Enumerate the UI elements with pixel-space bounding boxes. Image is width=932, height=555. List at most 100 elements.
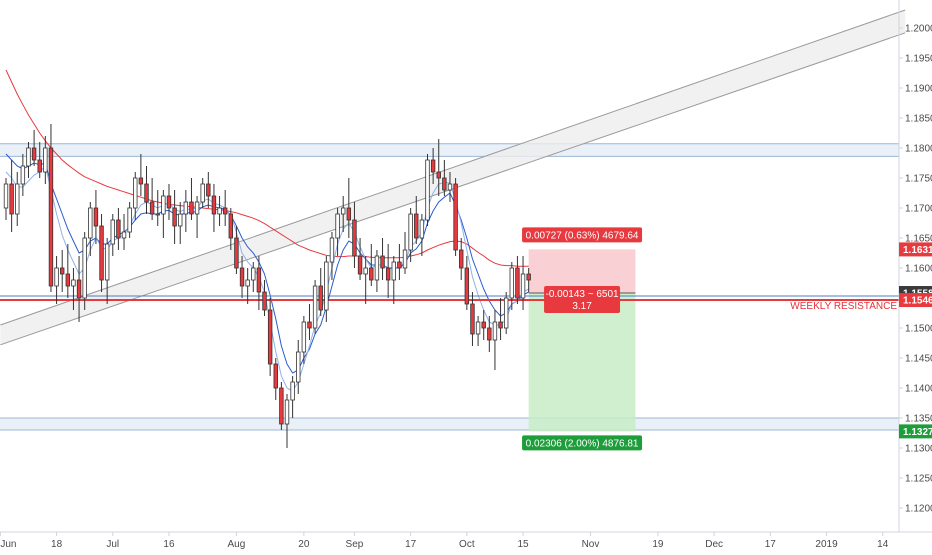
candle-body xyxy=(20,165,26,185)
candle-body xyxy=(385,267,391,281)
entry-label-line1: -0.00143 ~ 6501 xyxy=(545,289,619,300)
x-tick-label: Nov xyxy=(582,539,600,550)
candle-body xyxy=(245,279,250,287)
price-tag-label: 1.15466 xyxy=(903,296,932,307)
candle-body xyxy=(228,213,233,239)
candle-body xyxy=(318,285,323,311)
candle-body xyxy=(475,321,481,335)
target-zone xyxy=(528,293,636,432)
candle-body xyxy=(346,207,352,221)
candle-body xyxy=(222,207,228,215)
x-tick-label: Oct xyxy=(459,539,475,550)
channel-fill xyxy=(0,10,906,345)
x-tick-label: 16 xyxy=(163,539,175,550)
candle-body xyxy=(464,267,470,305)
candle-body xyxy=(487,327,492,341)
candle-body xyxy=(194,201,200,215)
candle-body xyxy=(442,177,447,191)
candle-body xyxy=(149,201,155,215)
candle-body xyxy=(459,249,464,269)
candle-body xyxy=(307,321,312,329)
candle-body xyxy=(363,267,368,275)
candle-body xyxy=(172,207,177,227)
candle-body xyxy=(436,171,441,179)
candle-body xyxy=(43,147,48,173)
y-tick-label: 1.14500 xyxy=(905,354,932,365)
target-label-box xyxy=(522,435,643,451)
x-axis-ticks[interactable]: Jun 18 Jul 16 Aug 20 Sep 17 Oct 15 Nov 19 Dec 17 2019 1… xyxy=(0,532,889,550)
candle-body xyxy=(76,279,82,299)
candle-body xyxy=(65,273,71,287)
entry-label-box xyxy=(544,286,621,314)
y-tick-label: 1.13000 xyxy=(905,444,932,455)
candle-body xyxy=(357,255,363,275)
y-tick-label: 1.17500 xyxy=(905,174,932,185)
x-tick-label: Sep xyxy=(346,539,364,550)
zone-band xyxy=(0,143,899,157)
candle-body xyxy=(335,213,340,239)
zone-band xyxy=(0,418,899,430)
y-tick-label: 1.18000 xyxy=(905,144,932,155)
candle-body xyxy=(110,219,115,245)
candle-body xyxy=(312,285,318,329)
price-tag-label: 1.13277 xyxy=(903,427,932,438)
candle-body xyxy=(419,219,425,239)
candle-body xyxy=(408,213,413,251)
candle-body xyxy=(296,351,301,383)
candle-body xyxy=(352,219,357,257)
candle-body xyxy=(256,267,262,293)
moving-average-line xyxy=(5,153,529,374)
candle-body xyxy=(453,183,458,251)
candle-body xyxy=(470,303,475,335)
x-tick-label: Jul xyxy=(106,539,119,550)
axes xyxy=(0,0,932,533)
candle-body xyxy=(239,267,245,287)
candle-body xyxy=(206,183,211,197)
candle-body xyxy=(369,267,374,281)
candle-body xyxy=(127,207,132,233)
candle-body xyxy=(15,183,20,215)
x-tick-label: 20 xyxy=(298,539,310,550)
candle-body xyxy=(520,273,526,299)
weekly-resistance-label: WEEKLY RESISTANCE xyxy=(790,301,897,312)
moving-average-line xyxy=(5,164,529,392)
candle-body xyxy=(37,159,42,173)
x-tick-label: 18 xyxy=(51,539,63,550)
price-tag-label: 1.16310 xyxy=(903,245,932,256)
candle-body xyxy=(121,231,127,239)
x-tick-label: Dec xyxy=(705,539,723,550)
stop-label-box xyxy=(522,227,643,243)
moving-averages xyxy=(5,69,529,392)
candle-body xyxy=(54,267,59,287)
candle-body xyxy=(144,183,149,203)
weekly-resistance: WEEKLY RESISTANCE xyxy=(0,295,899,312)
y-tick-label: 1.16000 xyxy=(905,264,932,275)
candle-body xyxy=(178,213,183,227)
candle-body xyxy=(262,291,267,311)
x-tick-label: 19 xyxy=(652,539,664,550)
position-tool xyxy=(528,249,636,432)
y-tick-label: 1.12000 xyxy=(905,504,932,515)
candle-body xyxy=(166,195,172,209)
candle-body xyxy=(425,159,430,221)
y-axis-ticks[interactable]: 1.20000 1.19500 1.19000 1.18500 1.18000 1.175… xyxy=(899,24,932,515)
candle-body xyxy=(48,147,54,287)
candle-body xyxy=(515,267,520,299)
price-tag-box xyxy=(899,293,932,308)
y-tick-label: 1.17000 xyxy=(905,204,932,215)
price-tag-box xyxy=(899,242,932,257)
candle-body xyxy=(189,201,194,215)
price-tag-box xyxy=(899,424,932,439)
target-label: 0.02306 (2.00%) 4876.81 xyxy=(526,438,639,449)
candle-body xyxy=(279,387,284,425)
candle-body xyxy=(329,237,335,263)
entry-label-line2: 3.17 xyxy=(572,301,592,312)
candle-body xyxy=(116,219,121,239)
candle-body xyxy=(391,261,396,281)
candle-body xyxy=(104,243,110,281)
x-tick-label: Jun xyxy=(0,539,16,550)
candle-body xyxy=(138,177,144,185)
y-tick-label: 1.19500 xyxy=(905,54,932,65)
